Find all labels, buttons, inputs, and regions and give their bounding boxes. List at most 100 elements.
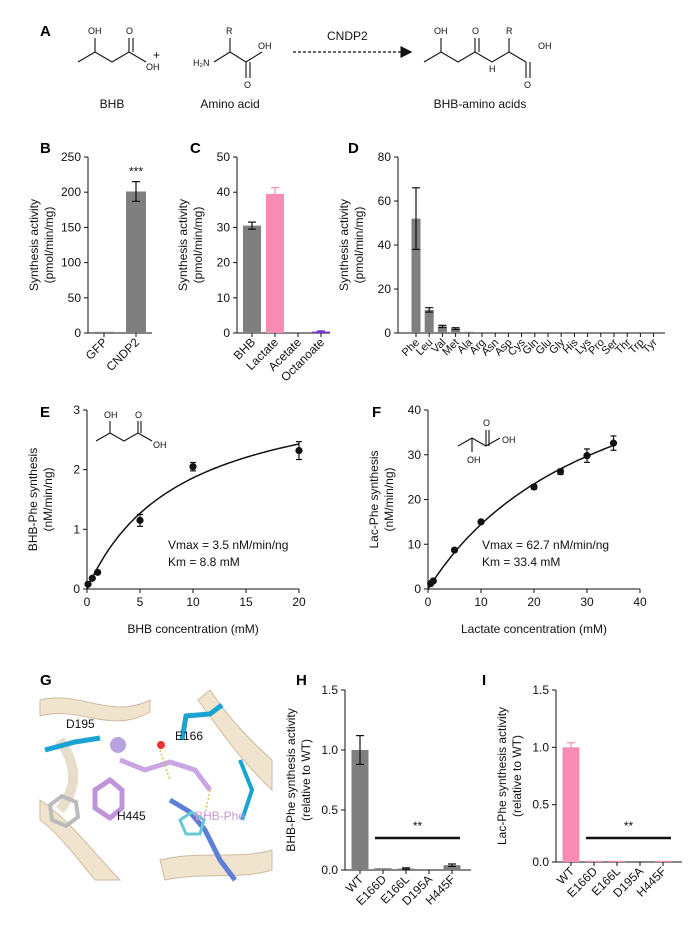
y-tick-label: 100 [61,256,81,270]
x-tick-label: 0 [84,595,91,609]
x-tick-label: 10 [186,595,200,609]
data-point [477,518,485,526]
bar [94,331,114,333]
bar [608,860,626,862]
bar [424,309,434,333]
reaction-enzyme-label: CNDP2 [327,29,368,43]
atom-r: R [226,26,233,36]
vmax-label: Vmax = 62.7 nM/min/ng [482,538,609,552]
panel-label-h: H [296,672,307,689]
y-tick-label: 0.0 [321,863,338,877]
y-tick-label: 1.0 [532,740,549,754]
panel-label-i: I [482,672,486,689]
bar [351,750,369,870]
atom-oh: OH [88,26,102,36]
panel-label-b: B [40,140,51,157]
atom-oh: OH [153,440,167,450]
panel-label-f: F [372,404,381,421]
data-point [556,468,565,476]
x-tick-label: 40 [633,595,647,609]
y-axis-label: Synthesis activity(pmol/min/mg) [176,199,205,291]
x-tick-label: 0 [425,595,432,609]
y-axis-label-line: (relative to WT) [510,735,524,817]
bhb-structure: OH O OH [77,26,160,72]
atom-o: O [483,418,490,428]
y-tick-label: 40 [408,403,422,417]
bar [243,225,261,333]
y-tick-label: 20 [378,282,392,296]
residue-label-h445: H445 [117,809,146,823]
chart-c: 0 10 20 30 40 50 Synthesis activity(pmol/min/m… [176,150,330,384]
atom-nh2: H₂N [193,58,210,68]
bar [443,865,461,870]
data-point [94,568,102,576]
atom-r: R [506,26,513,36]
atom-o: O [472,26,479,36]
product-label: BHB-amino acids [434,97,527,111]
atom-oh: OH [538,41,552,51]
y-tick-label: 1.5 [321,683,338,697]
reaction-scheme: OH O OH + R H₂N OH O CNDP2 OH [77,26,552,111]
km-label: Km = 33.4 mM [482,555,560,569]
y-tick-label: 30 [217,220,231,234]
y-axis-label-line: (pmol/min/mg) [191,207,205,284]
y-tick-label: 40 [378,238,392,252]
x-axis-label: Lactate concentration (mM) [461,622,607,636]
x-tick-label: 5 [137,595,144,609]
atom-oh: OH [146,62,160,72]
y-tick-label: 0 [384,326,391,340]
x-tick-label: 20 [527,595,541,609]
significance-marker: ** [413,819,423,833]
bar [374,868,392,870]
y-axis-label: Synthesis activity(pmol/min/mg) [27,199,56,291]
y-tick-label: 10 [217,291,231,305]
chart-e: 0 1 2 3 BHB-Phe synthesis(nM/min/ng) 0 5 10 15 20… [26,403,306,636]
atom-o: O [524,80,531,90]
y-tick-label: 20 [408,493,422,507]
fit-curve [86,443,300,590]
atom-oh: OH [502,435,516,445]
y-tick-label: 60 [378,194,392,208]
amino-acid-structure: R H₂N OH O [193,26,272,90]
bar [437,326,447,333]
y-tick-label: 2 [73,463,80,477]
bar [451,328,461,333]
y-tick-label: 50 [68,291,82,305]
data-point [189,463,197,471]
y-axis-label-line: BHB-Phe synthesis activity [284,708,298,851]
fit-curve [427,444,614,590]
x-axis-label: BHB concentration (mM) [127,622,258,636]
data-point [609,439,618,447]
y-axis-label: Lac-Phe synthesis(nM/min/ng) [367,450,396,548]
bhb-amino-acid-structure: OH O H R OH O [423,26,552,90]
bar [464,331,474,333]
y-tick-label: 0 [414,582,421,596]
y-axis-label: Lac-Phe synthesis activity(relative to W… [495,707,524,845]
atom-o: O [244,80,251,90]
y-axis-label: BHB-Phe synthesis activity(relative to W… [284,708,313,851]
residue-label-e166: E166 [175,729,203,743]
y-tick-label: 30 [408,448,422,462]
chart-d: 0 20 40 60 80 Synthesis activity(pmol/min/mg)… [337,150,665,359]
bhb-inset-structure: OH O OH [95,410,167,450]
bar [654,860,672,862]
chart-f: 0 10 20 30 40 Lac-Phe synthesis(nM/min/ng) 0 10… [367,403,647,636]
y-axis-label-line: Synthesis activity [176,199,190,291]
x-tick-label: 10 [474,595,488,609]
panel-label-a: A [40,23,51,40]
y-tick-label: 200 [61,185,81,199]
data-point [530,483,538,491]
significance-marker: *** [129,165,143,179]
y-tick-label: 0 [223,326,230,340]
reactant2-label: Amino acid [200,97,259,111]
bar [585,860,603,862]
y-axis-label-line: (pmol/min/mg) [42,207,56,284]
x-tick-label: Tyr [640,336,660,356]
y-axis-label-line: (nM/min/ng) [382,467,396,531]
y-tick-label: 10 [408,537,422,551]
atom-oh: OH [104,410,118,420]
x-tick-label: GFP [83,335,110,362]
panel-label-c: C [190,140,201,157]
y-tick-label: 40 [217,185,231,199]
